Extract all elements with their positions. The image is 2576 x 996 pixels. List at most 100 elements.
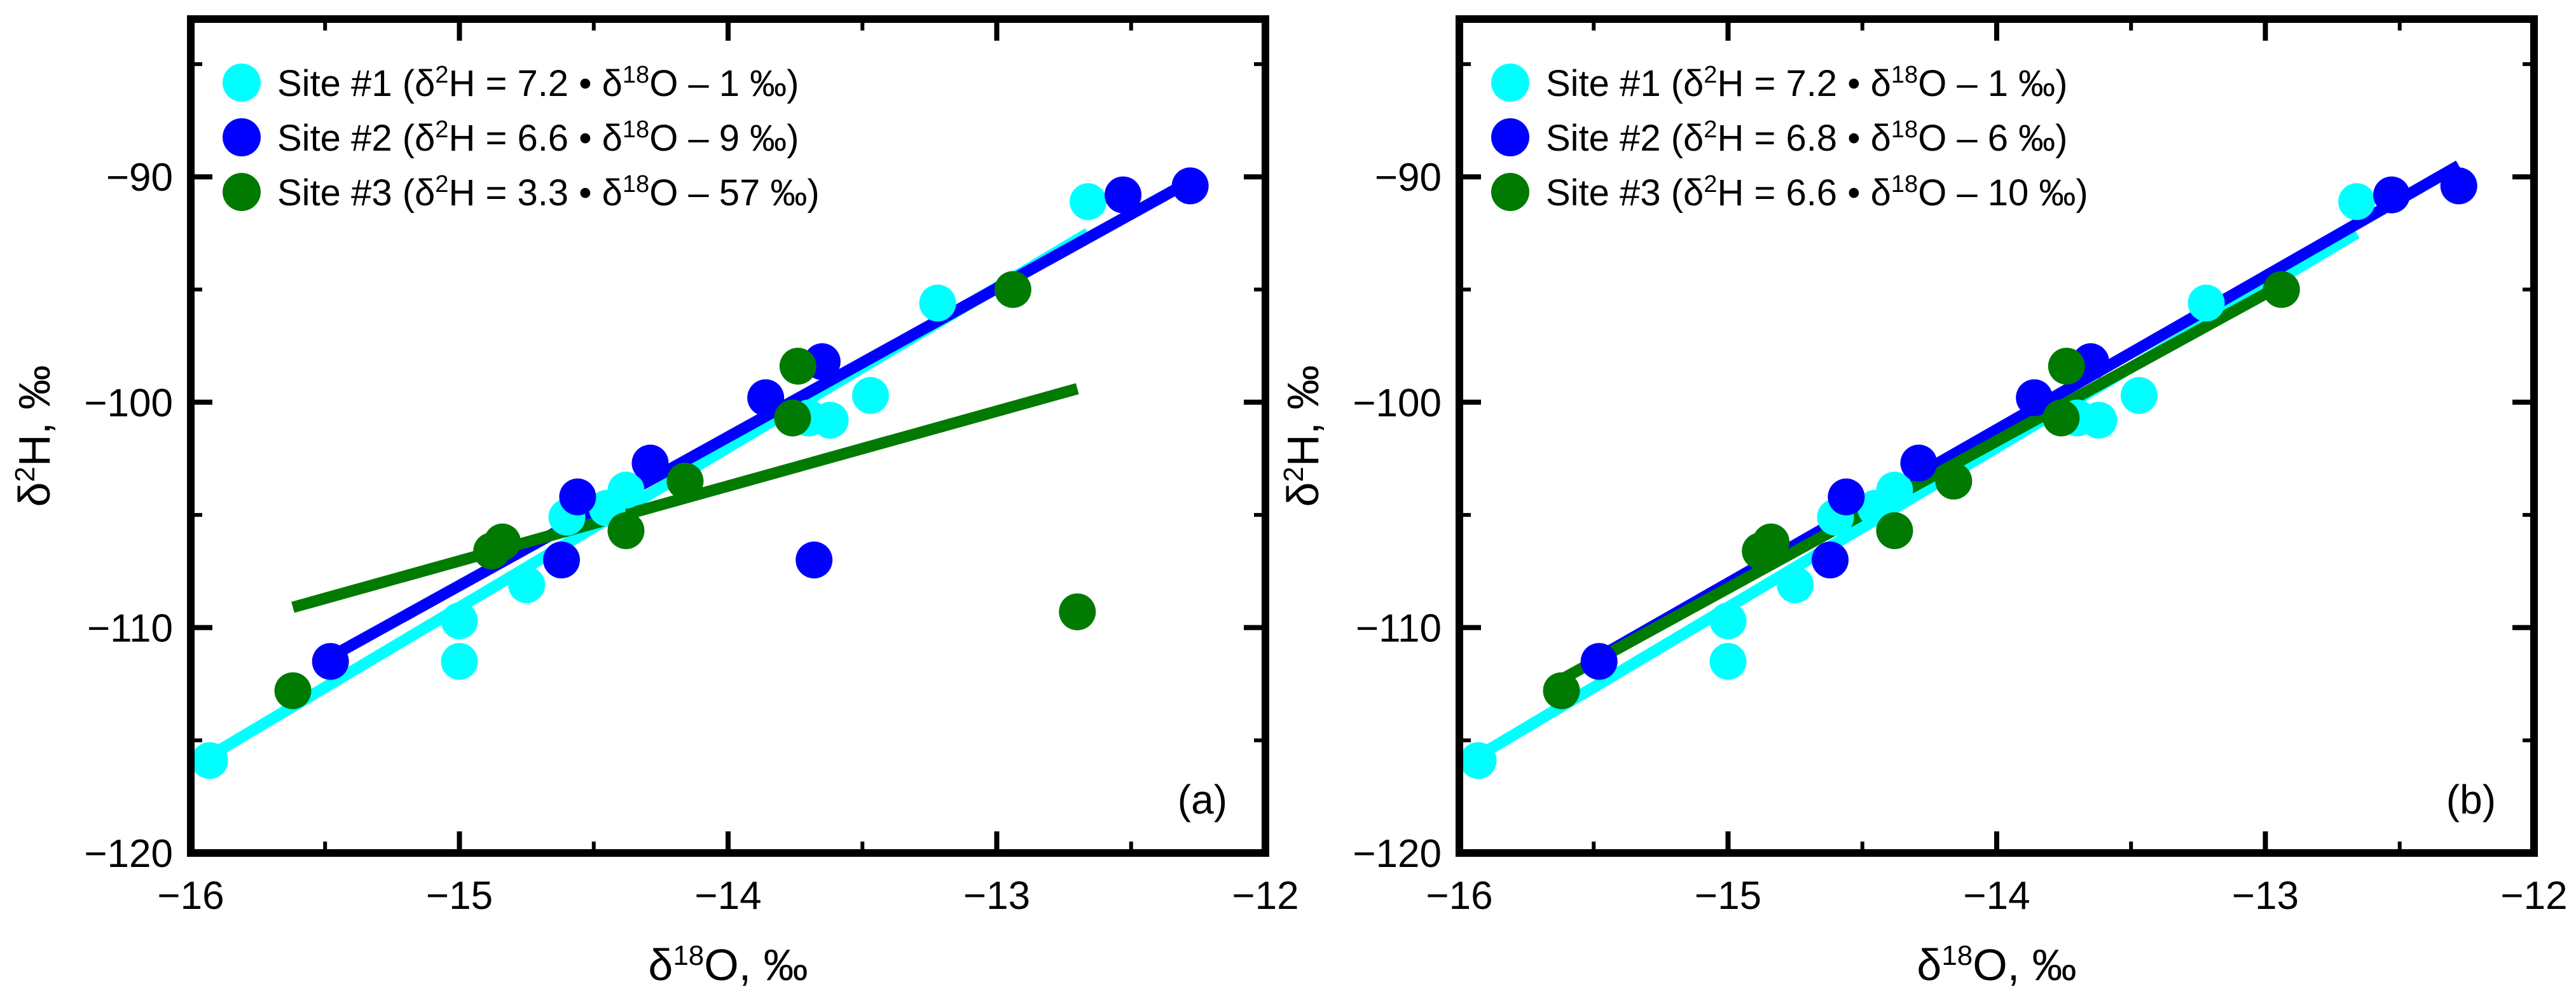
x-tick-label: −15	[1695, 874, 1761, 918]
data-point-site-2	[2373, 176, 2411, 214]
data-layer	[1463, 160, 2477, 779]
y-axis-title: δ2H, ‰	[1278, 365, 1328, 507]
legend-marker-site-1	[223, 64, 261, 102]
data-point-site-1	[2080, 402, 2118, 439]
y-axis-title: δ2H, ‰	[10, 365, 60, 507]
data-point-site-1	[1876, 472, 1913, 509]
legend-text-fragment: ‰)	[2028, 172, 2088, 214]
y-tick-label: −100	[1353, 381, 1442, 425]
legend-text-fragment: 2	[1704, 62, 1717, 88]
x-axis-title-sup: 18	[673, 940, 704, 971]
x-tick-label: −13	[963, 874, 1030, 918]
legend-intercept: 57	[719, 172, 761, 214]
data-point-site-1	[195, 742, 228, 779]
fit-line-site-2	[327, 176, 1194, 662]
x-tick-label: −12	[2500, 874, 2567, 918]
legend-text-fragment: (δ	[392, 172, 436, 214]
legend-text-fragment: ‰)	[740, 63, 799, 104]
legend-intercept: 10	[1988, 172, 2029, 214]
x-tick-label: −12	[1232, 874, 1298, 918]
data-point-site-3	[1543, 672, 1580, 709]
data-layer	[195, 167, 1209, 779]
legend-text-fragment: (δ	[1661, 118, 1704, 159]
x-tick-label: −16	[157, 874, 224, 918]
y-tick-label: −110	[87, 606, 173, 650]
data-point-site-3	[607, 512, 645, 549]
x-axis-title: δ18O, ‰	[1917, 940, 2076, 990]
legend-marker-site-2	[223, 118, 261, 156]
data-point-site-3	[779, 348, 816, 385]
legend-series-name: Site #3	[277, 172, 392, 214]
legend-text-fragment: 18	[1891, 62, 1918, 88]
data-point-site-3	[484, 523, 521, 561]
legend-slope: 6.6	[1786, 172, 1837, 214]
legend-text-fragment: O –	[1918, 172, 1988, 214]
x-tick-label: −14	[694, 874, 761, 918]
y-tick-label: −90	[1375, 156, 1442, 200]
legend-marker-site-3	[1491, 173, 1529, 211]
legend-text-fragment: O –	[649, 63, 719, 104]
data-point-site-1	[919, 284, 956, 322]
legend-text-fragment: ‰)	[2008, 63, 2067, 104]
y-tick-label: −100	[84, 381, 173, 425]
data-point-site-3	[994, 271, 1031, 308]
data-point-site-3	[274, 672, 312, 709]
legend-text-fragment: • δ	[1837, 63, 1891, 104]
legend-text-fragment: H =	[1717, 63, 1786, 104]
legend-text-fragment: • δ	[1837, 118, 1891, 159]
legend-text-fragment: O –	[649, 118, 719, 159]
legend-text-fragment: 18	[623, 116, 649, 143]
data-point-site-2	[1105, 176, 1142, 214]
y-tick-label: −90	[106, 156, 173, 200]
x-tick-label: −14	[1963, 874, 2030, 918]
data-point-site-3	[666, 462, 704, 500]
data-point-site-2	[1828, 478, 1865, 515]
data-point-site-3	[2048, 348, 2085, 385]
legend-slope: 3.3	[517, 172, 568, 214]
y-axis-title-sup: 2	[1278, 467, 1309, 482]
data-point-site-1	[811, 402, 849, 439]
legend: Site #1 (δ2H = 7.2 • δ18O – 1 ‰)Site #2 …	[1491, 62, 2088, 214]
legend-text-fragment: 18	[623, 171, 649, 198]
legend-text-fragment: 2	[435, 116, 448, 143]
data-point-site-3	[2263, 271, 2300, 308]
legend-text-fragment: 2	[1704, 116, 1717, 143]
legend-intercept: 1	[719, 63, 740, 104]
data-point-site-2	[1580, 643, 1618, 680]
x-axis-title-post: O, ‰	[1973, 940, 2076, 990]
legend-series-name: Site #1	[277, 63, 392, 104]
data-point-site-1	[441, 602, 478, 639]
y-axis-title-pre: δ	[10, 482, 59, 507]
legend-text-fragment: H =	[448, 172, 517, 214]
x-axis-title-sup: 18	[1941, 940, 1973, 971]
legend-slope: 7.2	[1786, 63, 1837, 104]
legend-slope: 7.2	[517, 63, 568, 104]
legend-series-name: Site #2	[1546, 118, 1661, 159]
data-point-site-2	[312, 643, 349, 680]
x-tick-label: −15	[426, 874, 493, 918]
legend-text-fragment: ‰)	[760, 172, 819, 214]
y-tick-label: −120	[1353, 832, 1442, 876]
legend-series-name: Site #3	[1546, 172, 1661, 214]
legend-text-fragment: • δ	[568, 172, 623, 214]
data-point-site-3	[1753, 523, 1790, 561]
y-axis-title-post: H, ‰	[1278, 365, 1328, 467]
data-point-site-3	[1876, 512, 1913, 549]
legend-entry-site-1: Site #1 (δ2H = 7.2 • δ18O – 1 ‰)	[277, 62, 799, 104]
x-axis-title: δ18O, ‰	[648, 940, 808, 990]
data-point-site-2	[1812, 542, 1849, 579]
legend: Site #1 (δ2H = 7.2 • δ18O – 1 ‰)Site #2 …	[223, 62, 820, 214]
legend-marker-site-2	[1491, 118, 1529, 156]
legend-text-fragment: O –	[649, 172, 719, 214]
legend-text-fragment: O –	[1918, 118, 1988, 159]
legend-text-fragment: H =	[448, 118, 517, 159]
legend-intercept: 1	[1988, 63, 2008, 104]
data-point-site-1	[1709, 602, 1747, 639]
data-point-site-1	[1463, 742, 1497, 779]
data-point-site-2	[2440, 167, 2477, 205]
data-point-site-2	[631, 444, 669, 482]
y-axis-title-sup: 2	[10, 467, 41, 482]
